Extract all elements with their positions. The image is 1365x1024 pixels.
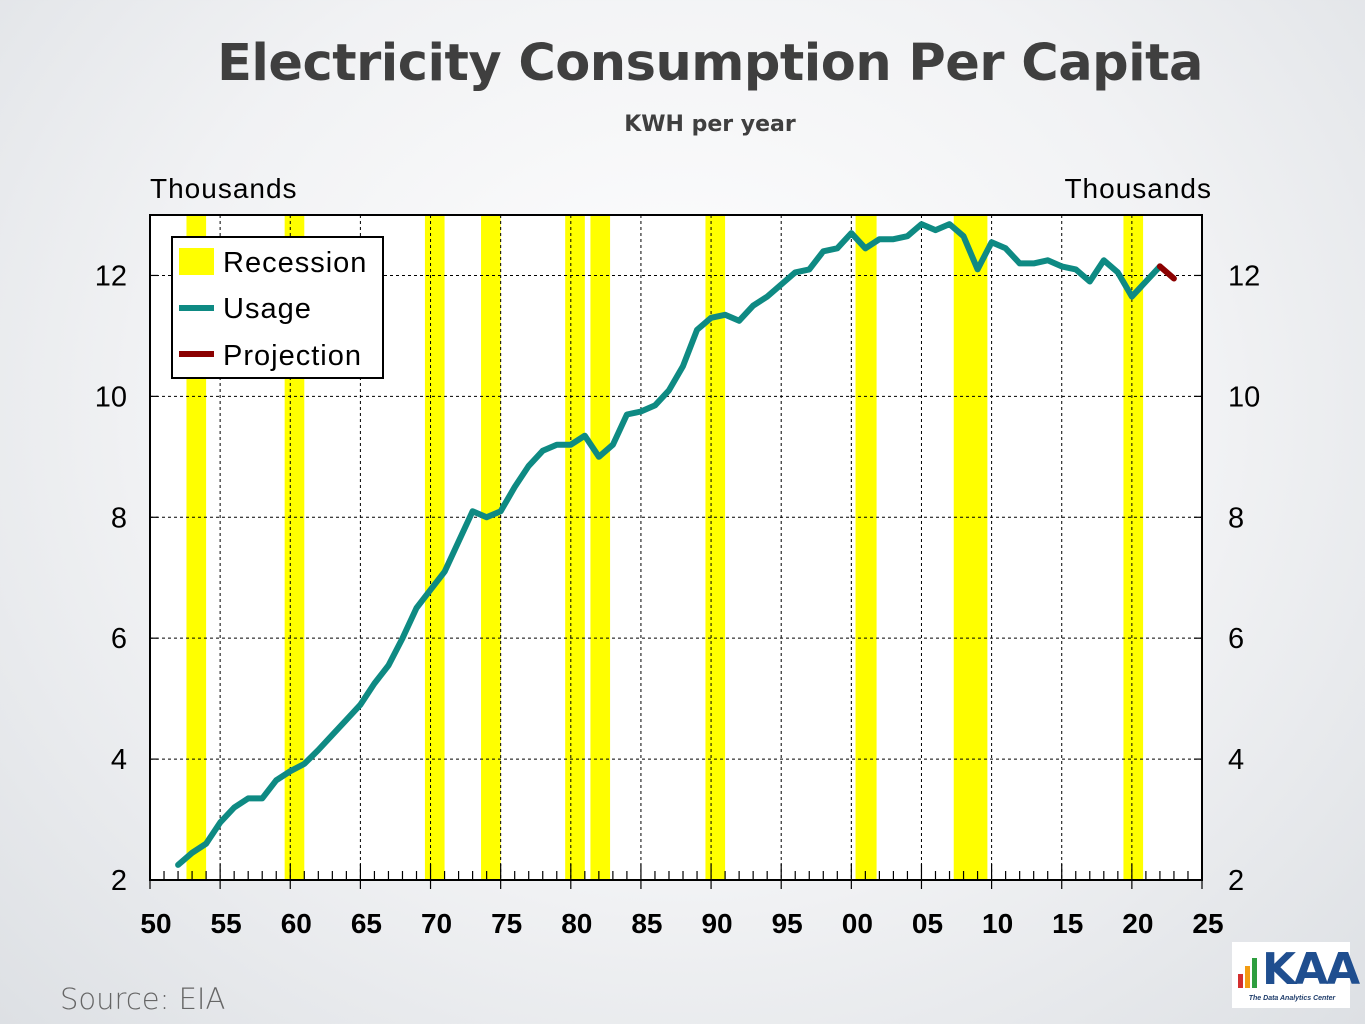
x-tick-label: 70 [421,908,452,939]
x-tick-label: 20 [1122,908,1153,939]
y-tick-label-right: 8 [1228,502,1244,534]
right-axis-label: Thousands [1064,173,1212,204]
y-tick-label-left: 12 [95,260,127,292]
logo-bar-orange [1245,966,1250,988]
page-title: Electricity Consumption Per Capita [217,34,1203,93]
x-tick-label: 15 [1052,908,1083,939]
y-tick-label-left: 8 [111,502,127,534]
x-tick-label: 25 [1192,908,1223,939]
page-subtitle: KWH per year [624,112,796,137]
left-axis-label: Thousands [150,173,298,204]
kaa-logo: KAA The Data Analytics Center [1232,942,1360,1008]
legend-swatch-recession [179,248,214,275]
y-tick-label-left: 6 [111,623,127,655]
axis-ticks [149,274,1203,889]
plot-frame [149,214,1203,881]
x-tick-label: 10 [982,908,1013,939]
x-tick-label: 05 [912,908,943,939]
recession-band-7 [855,215,877,880]
y-tick-label-left: 10 [95,381,127,413]
y-tick-label-right: 2 [1228,865,1244,897]
series-lines [175,221,1177,868]
legend-label-usage: Usage [223,293,312,325]
x-tick-label: 00 [842,908,873,939]
recession-bands [186,215,1144,880]
y-tick-label-right: 10 [1228,381,1260,413]
y-tick-label-left: 4 [111,744,127,776]
x-tick-label: 65 [351,908,382,939]
recession-band-3 [481,215,501,880]
legend: Recession Usage Projection [171,236,384,379]
x-tick-label: 75 [491,908,522,939]
x-tick-label: 55 [211,908,242,939]
series-line-projection [1156,263,1177,282]
recession-band-0 [186,215,207,880]
legend-label-recession: Recession [223,247,367,279]
logo-bar-green [1252,958,1257,988]
recession-band-6 [705,215,726,880]
y-tick-label-right: 6 [1228,623,1244,655]
consumption-chart: 50 55 60 65 70 75 80 85 90 95 00 05 10 15 20 252 24 46 68 8… [95,173,1261,939]
logo-bar-red [1238,974,1243,988]
x-tick-label: 50 [140,908,171,939]
recession-band-5 [590,215,611,880]
legend-label-projection: Projection [223,340,362,372]
recession-band-4 [565,215,585,880]
recession-band-8 [953,215,988,880]
y-tick-label-right: 4 [1228,744,1244,776]
logo-text: KAA [1262,944,1360,995]
x-tick-label: 60 [281,908,312,939]
recession-band-2 [424,215,445,880]
series-line-usage [175,221,1163,868]
recession-band-9 [1123,215,1144,880]
source-note: Source: EIA [60,982,226,1016]
x-tick-label: 90 [701,908,732,939]
logo-tagline: The Data Analytics Center [1248,995,1336,1002]
tick-labels: 50 55 60 65 70 75 80 85 90 95 00 05 10 15 20 252 24 46 68 8… [95,260,1261,939]
x-tick-label: 85 [631,908,662,939]
x-tick-label: 95 [772,908,803,939]
y-tick-label-right: 12 [1228,260,1260,292]
y-tick-label-left: 2 [111,865,127,897]
x-tick-label: 80 [561,908,592,939]
recession-band-1 [284,215,305,880]
